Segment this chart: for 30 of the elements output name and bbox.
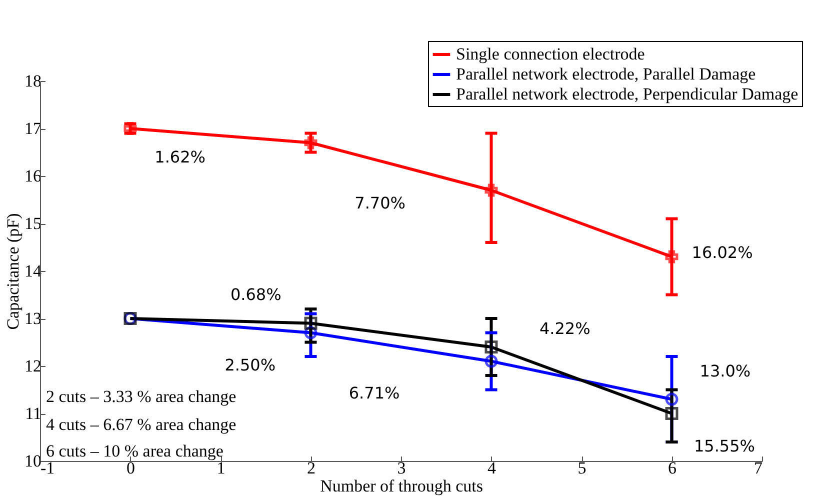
y-tick-label: 17 xyxy=(24,119,42,138)
annotation: 7.70% xyxy=(354,193,406,212)
x-tick-label: 0 xyxy=(126,458,135,478)
legend-label: Parallel network electrode, Parallel Damage xyxy=(456,64,756,84)
x-tick-label: 1 xyxy=(216,458,226,478)
x-tick-label: 7 xyxy=(754,458,763,478)
x-tick-label: 2 xyxy=(307,458,316,478)
y-tick-label: 18 xyxy=(24,72,42,90)
x-tick-label: 4 xyxy=(488,458,496,478)
annotation: 16.02% xyxy=(692,242,753,262)
annotation: 0.68% xyxy=(230,284,282,304)
y-tick-label: 11 xyxy=(25,404,42,423)
x-tick-label: 6 xyxy=(668,458,676,478)
legend-label: Single connection electrode xyxy=(456,44,645,64)
y-tick-label: 12 xyxy=(24,356,42,376)
y-axis-title: Capacitance (pF) xyxy=(4,213,22,330)
x-tick-label: -1 xyxy=(40,458,55,478)
annotation: 1.62% xyxy=(154,147,206,166)
annotation: 13.0% xyxy=(700,361,751,380)
annotation: 2 cuts – 3.33 % area change xyxy=(46,387,236,406)
annotation: 6 cuts – 10 % area change xyxy=(46,442,224,460)
x-tick-label: 3 xyxy=(397,458,406,478)
annotation: 6.71% xyxy=(348,383,400,402)
x-axis-title: Number of through cuts xyxy=(320,476,483,496)
annotation: 15.55% xyxy=(694,436,755,456)
x-tick-label: 5 xyxy=(578,458,586,478)
annotation: 2.50% xyxy=(224,356,276,375)
annotation: 4.22% xyxy=(539,319,590,338)
annotation: 4 cuts – 6.67 % area change xyxy=(46,414,236,434)
legend-label: Parallel network electrode, Perpendicular Damage xyxy=(456,84,798,104)
